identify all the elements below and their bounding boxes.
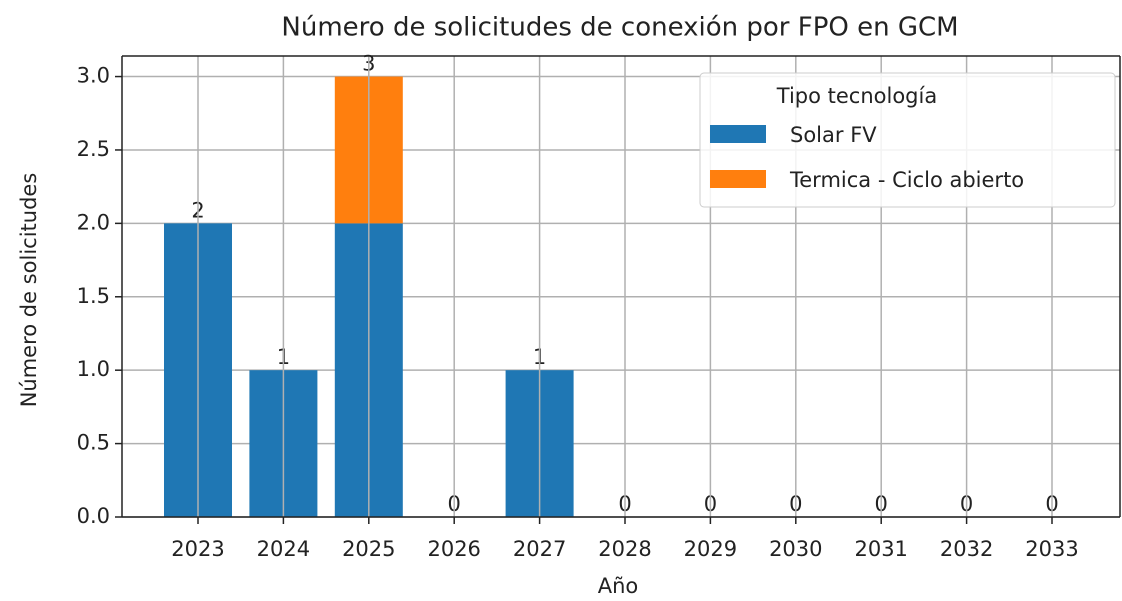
x-tick-label: 2025	[342, 537, 395, 561]
x-tick-label: 2028	[598, 537, 651, 561]
legend-swatch	[710, 125, 766, 143]
y-tick-label: 2.0	[77, 210, 110, 234]
legend: Tipo tecnología Solar FV Termica - Ciclo a…	[699, 72, 1116, 208]
legend-box	[699, 72, 1116, 208]
y-tick-label: 1.0	[77, 357, 110, 381]
y-tick-label: 0.0	[77, 504, 110, 528]
y-tick-label: 0.5	[77, 431, 110, 455]
x-tick-label: 2029	[684, 537, 737, 561]
legend-title: Tipo tecnología	[776, 84, 937, 108]
x-tick-label: 2031	[854, 537, 907, 561]
x-tick-label: 2032	[940, 537, 993, 561]
legend-swatch	[710, 170, 766, 188]
x-tick-label: 2023	[171, 537, 224, 561]
y-tick-label: 2.5	[77, 137, 110, 161]
y-axis-label: Número de solicitudes	[17, 173, 41, 408]
x-tick-label: 2033	[1025, 537, 1078, 561]
chart-title: Número de solicitudes de conexión por FP…	[281, 13, 958, 43]
x-axis-label: Año	[598, 574, 639, 598]
x-tick-label: 2024	[257, 537, 310, 561]
legend-label: Solar FV	[790, 123, 877, 147]
x-tick-label: 2027	[513, 537, 566, 561]
y-tick-label: 3.0	[77, 64, 110, 88]
x-tick-label: 2030	[769, 537, 822, 561]
legend-label: Termica - Ciclo abierto	[789, 168, 1024, 192]
x-tick-label: 2026	[427, 537, 480, 561]
y-tick-label: 1.5	[77, 284, 110, 308]
